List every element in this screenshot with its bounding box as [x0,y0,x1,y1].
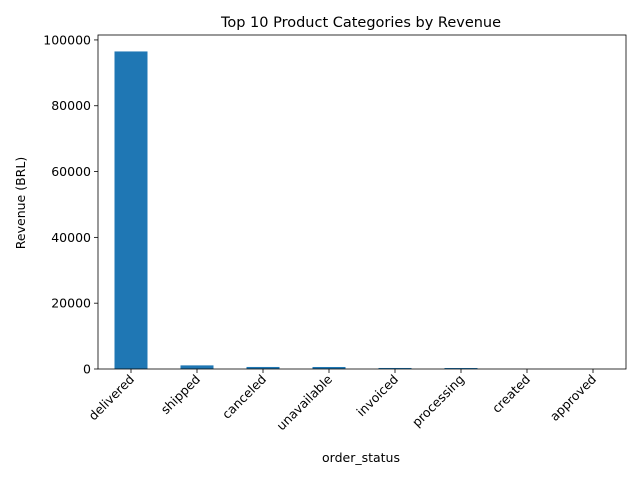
bar-unavailable [312,366,346,369]
y-tick-label-60000: 60000 [51,164,91,179]
axes-frame [97,34,627,370]
bar-invoiced [378,367,412,369]
x-tick-label-shipped: shipped [158,372,204,418]
bar-canceled [246,366,280,369]
y-axis-label: Revenue (BRL) [13,157,28,249]
bar-processing [444,368,478,369]
y-tick-label-80000: 80000 [51,98,91,113]
plot-area: delivered shipped canceled unavailable invoi… [43,32,627,433]
bar-delivered [114,51,148,369]
chart-title: Top 10 Product Categories by Revenue [220,15,501,31]
x-tick-label-approved: approved [547,372,599,424]
x-tick-label-delivered: delivered [85,372,137,424]
x-tick-label-processing: processing [409,372,467,430]
bar-shipped [180,365,214,369]
x-tick-label-unavailable: unavailable [273,371,335,433]
y-tick-label-0: 0 [83,362,91,377]
x-tick-label-invoiced: invoiced [353,372,401,420]
x-tick-label-canceled: canceled [219,372,269,422]
y-tick-label-100000: 100000 [43,32,91,47]
y-tick-label-20000: 20000 [51,296,91,311]
y-tick-label-40000: 40000 [51,230,91,245]
x-tick-label-created: created [489,372,533,416]
x-axis-label: order_status [322,450,400,465]
